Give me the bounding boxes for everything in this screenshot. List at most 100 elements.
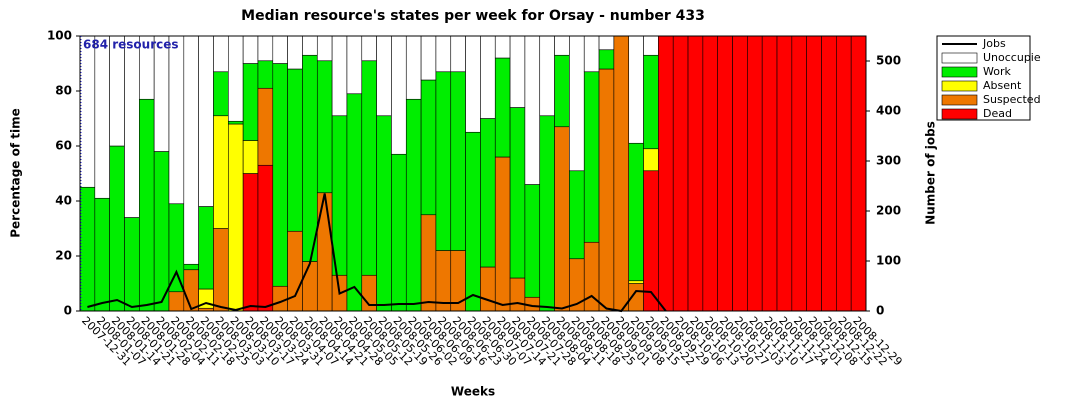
bar-segment <box>242 35 259 64</box>
bar-segment <box>242 63 259 141</box>
bar-segment <box>583 71 600 243</box>
bar-segment <box>139 98 155 312</box>
bar-segment <box>228 123 244 312</box>
bar-segment <box>213 71 229 117</box>
legend-swatch <box>941 108 978 120</box>
legend-swatch <box>941 66 978 78</box>
bar-segment <box>628 35 644 144</box>
bar-segment <box>480 35 496 119</box>
bar-segment <box>747 35 763 312</box>
legend-swatch <box>941 94 978 106</box>
legend-label: Suspected <box>983 93 1041 106</box>
bar-segment <box>732 35 748 312</box>
bar-segment <box>524 184 541 298</box>
bar-segment <box>376 35 392 117</box>
bar-segment <box>242 140 259 174</box>
bar-segment <box>450 71 466 251</box>
bar-segment <box>435 35 452 73</box>
bar-segment <box>850 35 867 312</box>
bar-segment <box>183 263 199 271</box>
bar-segment <box>643 170 659 312</box>
bar-segment <box>672 35 689 312</box>
y2-tick-label: 500 <box>876 54 901 68</box>
bar-segment <box>761 35 778 312</box>
bar-segment <box>242 173 259 312</box>
bar-segment <box>569 35 585 172</box>
bar-segment <box>598 68 615 312</box>
bar-segment <box>316 60 333 194</box>
bar-segment <box>109 35 125 147</box>
bar-segment <box>272 63 288 287</box>
bar-segment <box>168 35 185 205</box>
bar-segment <box>213 115 229 229</box>
legend-swatch <box>941 80 978 92</box>
bar-segment <box>183 35 199 265</box>
bar-segment <box>302 54 318 262</box>
bar-segment <box>554 54 570 128</box>
bar-segment <box>717 35 733 312</box>
bar-segment <box>480 118 496 268</box>
bar-segment <box>94 35 110 199</box>
bar-segment <box>420 214 437 312</box>
bar-segment <box>376 115 392 312</box>
bar-segment <box>494 57 511 158</box>
bar-segment <box>316 35 333 62</box>
bar-segment <box>643 54 659 150</box>
bar-segment <box>465 35 481 133</box>
y-tick-label: 80 <box>55 84 72 98</box>
bar-segment <box>287 68 303 232</box>
bar-segment <box>79 35 96 188</box>
bar-segment <box>257 164 274 312</box>
bar-segment <box>257 60 274 89</box>
bar-segment <box>598 49 615 70</box>
bar-segment <box>183 269 199 312</box>
bar-segment <box>583 35 600 73</box>
bar-segment <box>405 35 422 100</box>
y-tick-label: 40 <box>55 194 72 208</box>
annotation: 684 resources <box>83 38 179 52</box>
bar-segment <box>702 35 718 312</box>
bar-segment <box>213 228 229 312</box>
chart-title: Median resource's states per week for Or… <box>241 8 705 24</box>
bar-segment <box>435 71 452 251</box>
bar-segment <box>450 35 466 73</box>
bar-segment <box>109 145 125 312</box>
bar-segment <box>391 153 407 312</box>
bar-segment <box>316 192 333 312</box>
y-tick-label: 20 <box>55 249 72 263</box>
bar-segment <box>465 131 481 312</box>
bar-segment <box>539 115 555 312</box>
y2-tick-label: 0 <box>876 304 884 318</box>
bar-segment <box>79 186 96 312</box>
legend-box <box>936 35 1031 121</box>
bar-segment <box>302 261 318 312</box>
bar-segment <box>228 120 244 125</box>
legend-label: Dead <box>983 107 1012 120</box>
bar-segment <box>628 280 644 284</box>
legend-label: Work <box>983 65 1011 78</box>
y2-axis-label: Number of jobs <box>924 121 938 225</box>
bar-segment <box>658 35 674 312</box>
bar-segment <box>168 203 185 293</box>
y2-tick-label: 200 <box>876 204 901 218</box>
bar-segment <box>257 35 274 62</box>
bar-segment <box>168 291 185 312</box>
bar-segment <box>228 35 244 122</box>
bar-segment <box>361 60 377 276</box>
legend-label: Unoccupie <box>983 51 1041 64</box>
bar-segment <box>420 35 437 81</box>
y-axis-label: Percentage of time <box>9 108 23 238</box>
bar-segment <box>257 87 274 166</box>
bar-segment <box>198 206 214 290</box>
y-tick-label: 100 <box>47 29 72 43</box>
bar-segment <box>554 35 570 56</box>
bar-segment <box>302 35 318 56</box>
bar-segment <box>524 35 541 185</box>
bar-segment <box>509 277 526 312</box>
bar-segment <box>124 217 140 312</box>
bar-segment <box>791 35 807 312</box>
bar-segment <box>569 170 585 260</box>
y2-tick-label: 100 <box>876 254 901 268</box>
bar-segment <box>272 285 288 312</box>
